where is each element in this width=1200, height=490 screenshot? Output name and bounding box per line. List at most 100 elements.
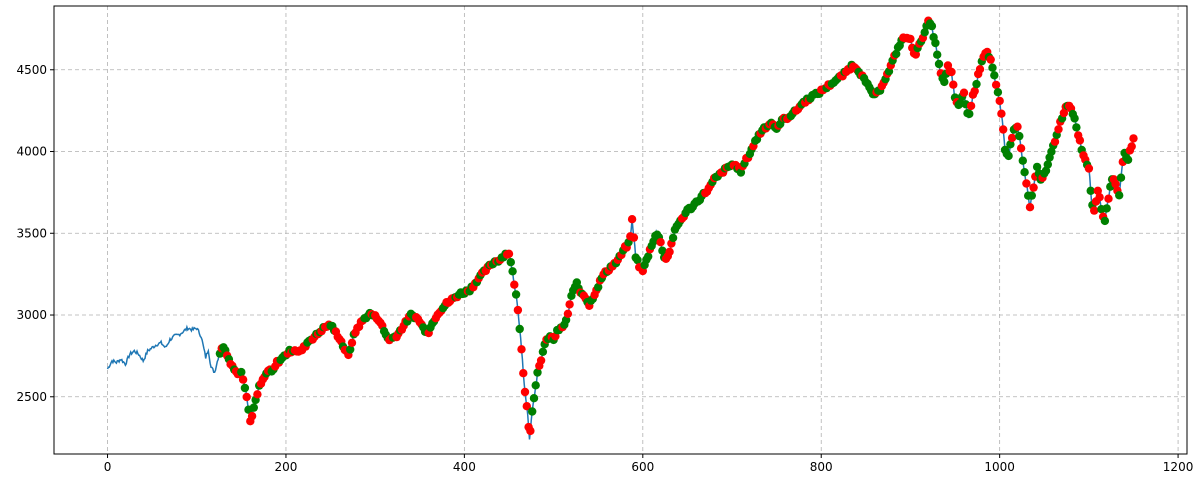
sell-signal-marker — [513, 305, 523, 315]
sell-signal-marker — [242, 392, 251, 402]
buy-signal-marker — [658, 246, 667, 255]
sell-signal-marker — [1093, 186, 1103, 195]
sell-signal-marker — [1050, 137, 1060, 146]
sell-signal-marker — [911, 50, 920, 59]
buy-signal-marker — [538, 347, 548, 356]
buy-signal-marker — [1015, 131, 1024, 141]
sell-signal-marker — [1013, 122, 1022, 131]
x-axis-ticks: 0 200 400 600 800 1000 1200 — [104, 454, 1194, 474]
sell-signal-marker — [627, 215, 637, 224]
sell-signal-marker — [526, 426, 535, 436]
sell-signal-marker — [1095, 193, 1104, 202]
buy-signal-marker — [1032, 162, 1042, 172]
sell-signal-marker — [563, 309, 573, 318]
sell-signal-marker — [999, 125, 1008, 134]
sell-signal-marker — [522, 402, 531, 411]
buy-signal-marker — [934, 59, 944, 69]
buy-signal-marker — [533, 368, 542, 377]
x-tick-label: 800 — [810, 460, 833, 474]
y-tick-label: 4500 — [16, 63, 47, 77]
buy-signal-marker — [933, 50, 942, 59]
buy-signal-marker — [528, 407, 537, 416]
buy-signal-marker — [988, 63, 997, 72]
sell-signal-marker — [1054, 125, 1063, 134]
buy-signal-marker — [1123, 155, 1133, 164]
sell-signal-marker — [1127, 142, 1136, 151]
sell-signal-marker — [1022, 179, 1031, 188]
sell-signal-marker — [949, 80, 958, 89]
buy-signal-marker — [1072, 123, 1081, 132]
buy-signal-marker — [594, 282, 603, 292]
buy-signal-marker — [1115, 191, 1124, 200]
sell-signal-marker — [565, 300, 574, 309]
x-tick-label: 1200 — [1163, 460, 1194, 474]
buy-signal-marker — [1020, 168, 1029, 177]
sell-signal-marker — [1111, 179, 1120, 189]
y-tick-label: 3500 — [16, 226, 47, 240]
buy-signal-marker — [990, 71, 999, 80]
sell-signal-marker — [1104, 194, 1113, 203]
buy-signal-marker — [1043, 160, 1053, 169]
buy-signal-marker — [920, 28, 929, 37]
buy-signal-marker — [965, 109, 974, 119]
sell-signal-marker — [536, 356, 546, 365]
buy-signal-marker — [668, 233, 678, 243]
buy-signal-marker — [644, 252, 653, 261]
sell-signal-marker — [629, 233, 639, 242]
buy-signal-marker — [531, 381, 540, 390]
buy-signal-marker — [506, 258, 515, 267]
buy-signal-marker — [972, 79, 981, 89]
x-tick-label: 200 — [274, 460, 297, 474]
sell-signal-marker — [959, 88, 969, 97]
sell-signal-marker — [253, 390, 262, 399]
sell-signal-marker — [970, 86, 979, 96]
sell-signal-marker — [966, 101, 976, 111]
buy-signal-marker — [927, 21, 937, 31]
buy-signal-marker — [1006, 140, 1015, 149]
buy-signal-marker — [529, 394, 539, 403]
buy-signal-marker — [515, 324, 524, 334]
sell-signal-marker — [510, 280, 519, 289]
buy-signal-marker — [237, 367, 246, 377]
sell-signal-marker — [1075, 136, 1085, 145]
buy-signal-marker — [633, 255, 642, 265]
sell-signal-marker — [247, 411, 257, 421]
buy-signal-marker — [1100, 216, 1110, 226]
y-tick-label: 2500 — [16, 390, 47, 404]
buy-signal-marker — [249, 403, 258, 412]
sell-signal-marker — [991, 80, 1001, 90]
sell-signal-marker — [665, 247, 674, 256]
sell-signal-marker — [517, 345, 526, 354]
buy-signal-marker — [346, 345, 355, 354]
buy-signal-marker — [508, 267, 517, 276]
sell-signal-marker — [1084, 164, 1094, 173]
buy-signal-marker — [1027, 191, 1037, 200]
buy-signal-marker — [1018, 156, 1027, 165]
sell-signal-marker — [520, 387, 530, 397]
sell-signal-marker — [947, 67, 956, 77]
buy-signal-marker — [240, 383, 250, 393]
sell-signal-marker — [1007, 133, 1017, 143]
buy-signal-marker — [931, 38, 940, 48]
sell-signal-marker — [519, 369, 528, 378]
sell-signal-marker — [1129, 134, 1138, 143]
sell-signal-marker — [997, 109, 1006, 118]
buy-signal-marker — [892, 49, 901, 59]
x-tick-label: 0 — [104, 460, 112, 474]
signal-markers — [215, 16, 1138, 436]
sell-signal-marker — [1025, 203, 1035, 212]
buy-signal-marker — [1086, 186, 1095, 195]
buy-signal-marker — [736, 168, 746, 177]
x-tick-label: 1000 — [984, 460, 1015, 474]
sell-signal-marker — [347, 338, 357, 347]
sell-signal-marker — [975, 65, 985, 74]
sell-signal-marker — [1016, 144, 1026, 153]
buy-signal-marker — [940, 77, 949, 87]
grid — [54, 6, 1187, 454]
buy-signal-marker — [993, 88, 1003, 97]
plot-area-frame — [53, 5, 1188, 455]
y-tick-label: 3000 — [16, 308, 47, 322]
sell-signal-marker — [1029, 183, 1038, 192]
